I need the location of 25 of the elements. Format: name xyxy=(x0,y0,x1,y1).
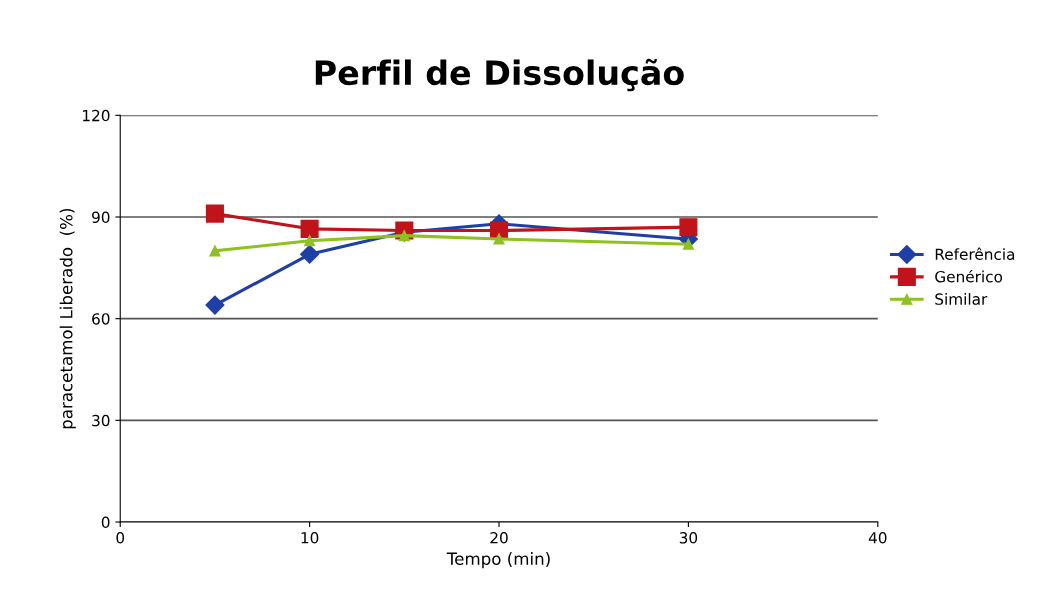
y-tick-label: 90 xyxy=(92,211,110,224)
y-axis-title: paracetamol Liberado (%) xyxy=(59,208,76,429)
legend-label: Similar xyxy=(935,293,988,305)
y-tick-label: 0 xyxy=(101,516,110,529)
point xyxy=(304,235,316,247)
y-tick-label: 120 xyxy=(83,109,110,122)
point xyxy=(300,244,320,264)
x-tick-label: 20 xyxy=(490,532,508,544)
x-tick-label: 0 xyxy=(116,532,125,544)
point xyxy=(682,238,694,250)
x-tick-label: 10 xyxy=(301,532,319,544)
x-tick-label: 40 xyxy=(868,532,887,544)
x-axis-title: Tempo (min) xyxy=(446,552,550,569)
legend-label: Referência xyxy=(935,247,1015,261)
point xyxy=(205,295,225,315)
point xyxy=(205,204,224,223)
y-tick-label: 60 xyxy=(92,313,110,325)
point xyxy=(679,218,698,237)
x-tick-label: 30 xyxy=(679,532,698,544)
y-tick-label: 30 xyxy=(92,414,110,427)
point xyxy=(493,233,505,245)
point xyxy=(300,219,319,238)
point xyxy=(209,245,221,257)
legend-label: Genérico xyxy=(935,270,1003,283)
chart-title: Perfil de Dissolução xyxy=(315,58,684,92)
